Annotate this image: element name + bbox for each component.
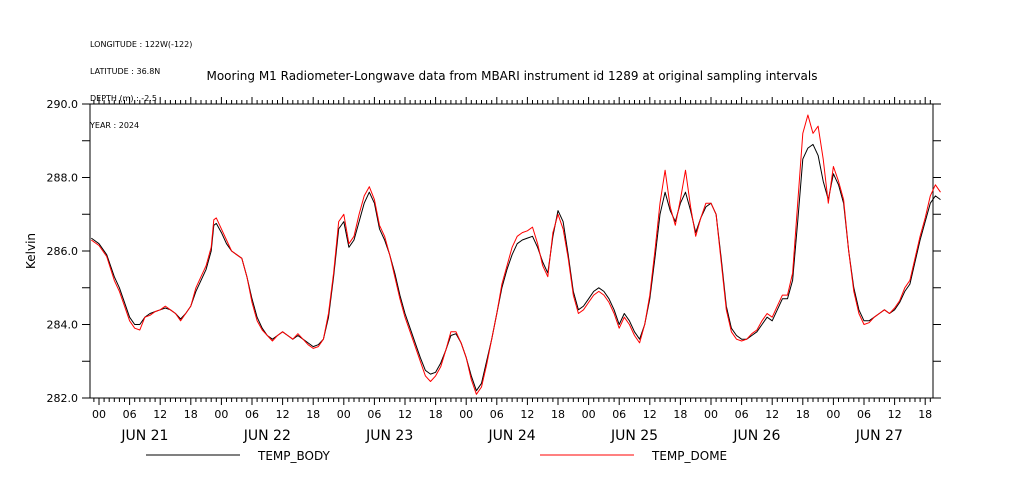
y-tick-labels: 282.0 284.0 286.0 288.0 290.0 [47, 98, 79, 405]
y-tick-label: 290.0 [47, 98, 79, 111]
day-label: JUN 22 [243, 428, 291, 444]
series-lines [91, 114, 941, 395]
y-tick-label: 284.0 [47, 319, 79, 332]
y-tick-label: 282.0 [47, 392, 79, 405]
day-label: JUN 25 [610, 428, 658, 444]
x-tick-label: 18 [306, 408, 320, 421]
legend: TEMP_BODY TEMP_DOME [146, 449, 727, 463]
day-label: JUN 26 [732, 428, 780, 444]
x-tick-label: 18 [918, 408, 932, 421]
meta-longitude: LONGITUDE : 122W(-122) [90, 40, 193, 49]
x-tick-label: 18 [184, 408, 198, 421]
x-tick-label: 00 [826, 408, 840, 421]
series-line-temp-body [91, 143, 941, 392]
axis-ticks [82, 97, 941, 405]
x-tick-label: 18 [551, 408, 565, 421]
x-tick-label: 00 [214, 408, 228, 421]
x-tick-label: 06 [612, 408, 626, 421]
x-tick-label: 00 [92, 408, 106, 421]
day-labels: JUN 21 JUN 22 JUN 23 JUN 24 JUN 25 JUN 26 JUN … [120, 428, 903, 444]
meta-latitude: LATITUDE : 36.8N [90, 67, 161, 76]
x-tick-labels: 00 06 12 18 00 06 12 18 00 06 12 18 00 06 12 18 00 06 12 18… [92, 408, 932, 421]
x-tick-label: 00 [704, 408, 718, 421]
day-label: JUN 23 [365, 428, 413, 444]
x-tick-label: 12 [765, 408, 779, 421]
x-tick-label: 06 [490, 408, 504, 421]
x-tick-label: 18 [429, 408, 443, 421]
x-tick-label: 00 [337, 408, 351, 421]
x-tick-label: 12 [643, 408, 657, 421]
metadata-block: LONGITUDE : 122W(-122) LATITUDE : 36.8N … [90, 22, 192, 139]
x-tick-label: 12 [520, 408, 534, 421]
y-tick-label: 286.0 [47, 245, 79, 258]
meta-year: YEAR : 2024 [90, 121, 140, 130]
meta-depth: DEPTH (m) : -2.5 [90, 94, 157, 103]
x-tick-label: 18 [673, 408, 687, 421]
day-label: JUN 21 [120, 428, 168, 444]
x-tick-label: 06 [735, 408, 749, 421]
x-tick-label: 12 [276, 408, 290, 421]
x-tick-label: 06 [857, 408, 871, 421]
day-label: JUN 24 [488, 428, 536, 444]
y-tick-label: 288.0 [47, 172, 79, 185]
x-tick-label: 12 [888, 408, 902, 421]
x-tick-label: 06 [123, 408, 137, 421]
chart-title: Mooring M1 Radiometer-Longwave data from… [206, 69, 817, 83]
x-tick-label: 12 [153, 408, 167, 421]
x-tick-label: 00 [582, 408, 596, 421]
day-label: JUN 27 [855, 428, 903, 444]
legend-label-temp-dome: TEMP_DOME [651, 449, 727, 463]
x-tick-label: 06 [245, 408, 259, 421]
series-line-temp-dome [91, 114, 941, 395]
x-tick-label: 18 [796, 408, 810, 421]
y-axis-label: Kelvin [24, 233, 38, 269]
legend-label-temp-body: TEMP_BODY [257, 449, 331, 463]
x-tick-label: 12 [398, 408, 412, 421]
x-tick-label: 00 [459, 408, 473, 421]
x-tick-label: 06 [367, 408, 381, 421]
